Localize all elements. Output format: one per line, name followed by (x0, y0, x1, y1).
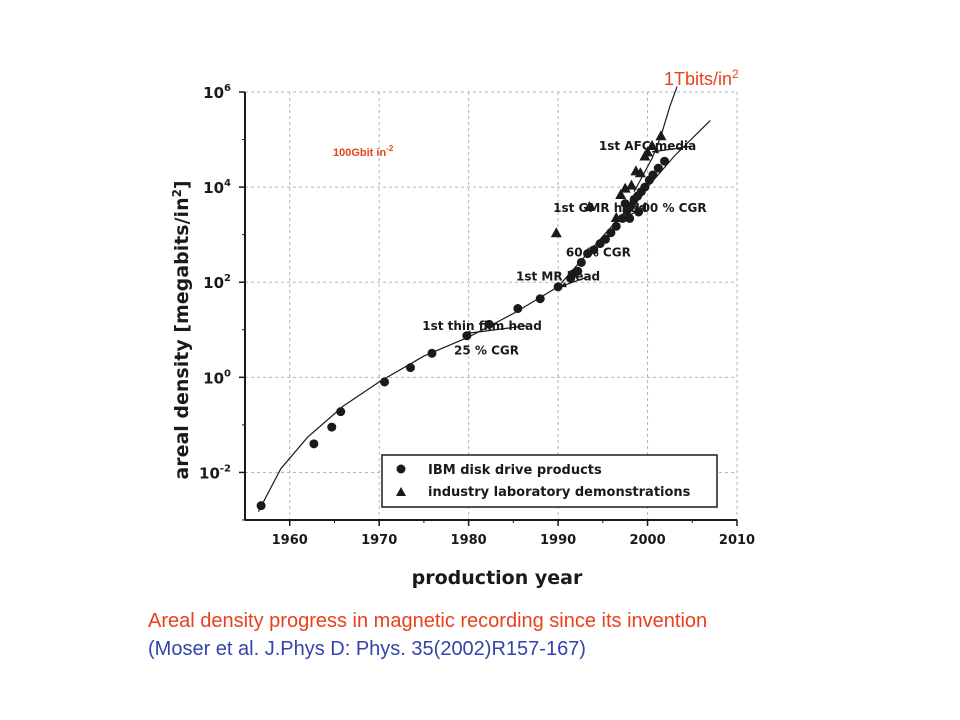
gbit-annotation: 100Gbit in-2 (333, 144, 394, 159)
lab-demo-point (634, 167, 646, 178)
ibm-data-point (484, 319, 494, 329)
lab-demo-point (642, 146, 654, 157)
tbits-annotation: 1Tbits/in2 (664, 67, 739, 89)
y-tick-label: 102 (203, 273, 231, 292)
ibm-data-point (380, 377, 390, 387)
ibm-data-point (336, 407, 346, 417)
ibm-data-point (589, 245, 599, 255)
ibm-data-point (606, 228, 616, 238)
legend: IBM disk drive products industry laborat… (381, 454, 718, 508)
y-axis-label: areal density [megabits/in2] (170, 180, 193, 479)
ibm-data-point (640, 182, 650, 192)
plot-annotation: 60 % CGR (566, 245, 631, 259)
lab-demo-point (615, 188, 627, 199)
ibm-data-point (405, 363, 415, 373)
ibm-data-point (427, 348, 437, 358)
ibm-data-point (535, 294, 545, 304)
legend-entry-ibm: IBM disk drive products (428, 463, 602, 478)
lab-demo-point (655, 130, 667, 141)
legend-box (381, 454, 718, 508)
legend-entry-lab: industry laboratory demonstrations (428, 485, 691, 500)
x-axis-label: production year (412, 567, 583, 589)
x-tick-label: 2000 (629, 533, 665, 548)
y-tick-label: 104 (203, 178, 231, 197)
x-tick-label: 1960 (272, 533, 308, 548)
plot-annotation: 1st AFC media (599, 139, 696, 153)
ibm-data-point (553, 282, 563, 292)
ibm-data-point (256, 501, 266, 511)
x-tick-label: 2010 (719, 533, 755, 548)
x-tick-label: 1990 (540, 533, 576, 548)
legend-circle-marker (396, 464, 406, 474)
ibm-data-point (601, 234, 611, 244)
ibm-data-point (660, 156, 670, 166)
plot-annotations: 1st thin film head 25 % CGR 1st MR head 60 … (422, 139, 706, 358)
plot-annotation: 25 % CGR (454, 344, 519, 358)
x-tick-label: 1970 (361, 533, 397, 548)
thin-film-arrow (464, 325, 527, 335)
lab-demo-point (610, 211, 622, 222)
mr-head-arrow-head (559, 282, 567, 288)
afc-media-arrow (651, 145, 693, 153)
fast-trend-curve (633, 86, 678, 192)
y-tick-label: 10-2 (199, 463, 231, 482)
ibm-data-point (653, 163, 663, 173)
caption-title: Areal density progress in magnetic recor… (148, 610, 708, 632)
y-tick-label: 100 (203, 368, 231, 387)
ibm-data-point (576, 257, 586, 267)
afc-media-arrow-head (652, 148, 659, 154)
y-tick-label: 106 (203, 83, 231, 102)
lab-demo-point (625, 179, 637, 190)
plot-annotation: 100 % CGR (633, 201, 706, 215)
ibm-data-point (611, 221, 621, 231)
legend-triangle-marker (396, 487, 406, 496)
axes: 1960 1970 1980 1990 2000 2010 10-2 100 102 104 106 (199, 83, 755, 548)
ibm-data-point (327, 422, 337, 432)
lab-demo-point (550, 227, 562, 238)
ibm-data-point (573, 266, 583, 276)
plot-annotation: 1st GMR head (553, 201, 647, 215)
ibm-data-point (620, 199, 630, 209)
plot-annotation: 1st MR head (516, 269, 600, 283)
ibm-data-point (513, 304, 523, 314)
lab-demo-point (619, 182, 631, 193)
ibm-data-point (309, 439, 319, 449)
gmr-head-arrow-head (623, 212, 631, 219)
x-tick-label: 1980 (451, 533, 487, 548)
thin-film-arrow-head (464, 330, 471, 336)
ibm-data-point (648, 170, 658, 180)
caption-citation: (Moser et al. J.Phys D: Phys. 35(2002)R1… (148, 638, 586, 660)
plot-annotation: 1st thin film head (422, 319, 542, 333)
lab-demo-point (583, 201, 595, 212)
lab-demo-point (646, 139, 658, 150)
trend-curve (257, 120, 711, 512)
data-points (256, 130, 670, 511)
